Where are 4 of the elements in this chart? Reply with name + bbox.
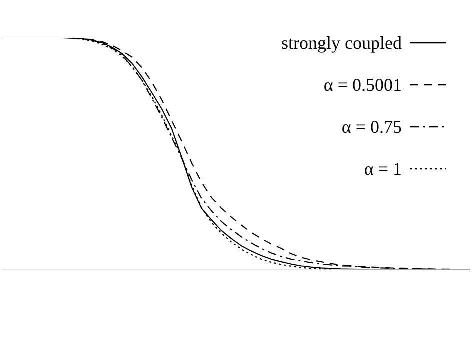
legend-label: α = 0.75 (342, 116, 402, 138)
legend-label: α = 0.5001 (324, 74, 402, 96)
legend-label: strongly coupled (282, 32, 402, 54)
legend-label: α = 1 (364, 158, 402, 180)
